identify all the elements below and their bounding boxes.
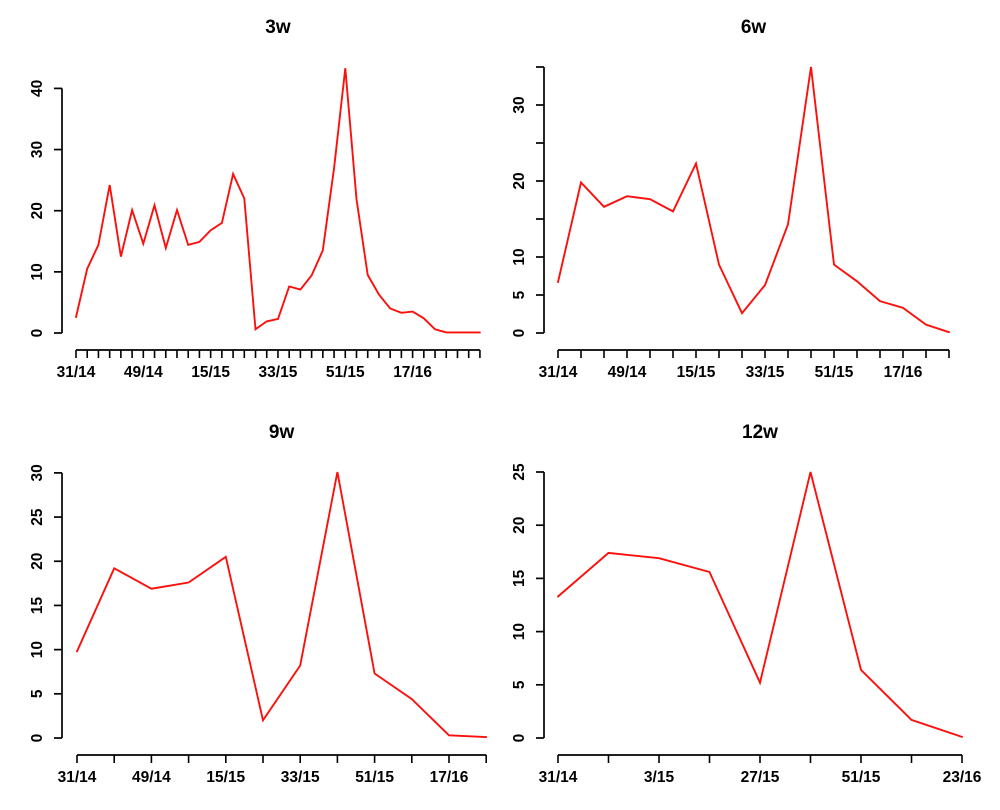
x-tick-label: 15/15	[677, 364, 716, 381]
y-tick-label: 40	[29, 80, 46, 97]
y-tick-label: 25	[511, 463, 528, 481]
x-tick-label: 51/15	[842, 769, 881, 786]
y-tick-label: 25	[29, 508, 46, 526]
x-tick-label: 23/16	[943, 769, 982, 786]
x-tick-label: 31/14	[57, 364, 96, 381]
y-tick-label: 20	[29, 202, 46, 219]
y-tick-label: 5	[511, 290, 528, 299]
chart-title: 12w	[742, 422, 778, 443]
x-tick-label: 3/15	[644, 769, 675, 786]
x-tick-label: 51/15	[355, 769, 394, 786]
chart-12w-canvas: 12w 0 5 10 15 20 25 31/14 3/15 27/15 51/15 23/16	[511, 422, 982, 786]
y-tick-label: 0	[29, 734, 46, 743]
x-tick-label: 49/14	[124, 364, 163, 381]
y-tick-label: 0	[511, 734, 528, 743]
x-tick-label: 33/15	[746, 364, 785, 381]
chart-title: 6w	[741, 17, 767, 38]
x-tick-label: 49/14	[608, 364, 647, 381]
y-tick-label: 30	[29, 141, 46, 158]
y-tick-label: 20	[29, 553, 46, 570]
x-tick-label: 49/14	[132, 769, 171, 786]
y-tick-label: 0	[511, 329, 528, 338]
x-tick-label: 31/14	[539, 364, 578, 381]
x-tick-label: 33/15	[281, 769, 320, 786]
y-tick-label: 5	[511, 680, 528, 689]
x-tick-label: 17/16	[430, 769, 469, 786]
x-tick-label: 51/15	[326, 364, 365, 381]
chart-panel-9w: 9w 0 5 10 15 20 25 30 31/14 49/14 15/15 33/15 51/15 1…	[0, 405, 500, 810]
y-tick-label: 20	[511, 172, 528, 189]
series-line	[557, 471, 963, 738]
y-tick-label: 30	[29, 464, 46, 481]
series-line	[557, 66, 950, 334]
series-line	[75, 68, 481, 334]
x-tick-label: 31/14	[539, 769, 578, 786]
y-tick-label: 15	[511, 569, 528, 587]
y-tick-label: 10	[29, 641, 46, 658]
y-tick-label: 5	[29, 689, 46, 698]
chart-3w-canvas: 3w 0 10 20 30 40 31/14 49/14 15/15 33/15 51/15 17/1…	[29, 17, 481, 381]
series-line	[76, 471, 488, 739]
y-tick-label: 10	[29, 263, 46, 280]
y-tick-label: 10	[511, 623, 528, 640]
chart-title: 3w	[265, 17, 291, 38]
x-tick-label: 51/15	[815, 364, 854, 381]
chart-panel-6w: 6w 0 5 10 20 30 31/14 49/14 15/15 33/15 51/15 17/16	[500, 0, 1000, 405]
x-tick-label: 17/16	[393, 364, 432, 381]
x-tick-label: 17/16	[884, 364, 923, 381]
y-tick-label: 15	[29, 596, 46, 614]
x-tick-label: 15/15	[206, 769, 245, 786]
chart-6w-canvas: 6w 0 5 10 20 30 31/14 49/14 15/15 33/15 51/15 17/16	[511, 17, 950, 381]
chart-panel-3w: 3w 0 10 20 30 40 31/14 49/14 15/15 33/15 51/15 17/1…	[0, 0, 500, 405]
y-tick-label: 30	[511, 96, 528, 113]
x-tick-label: 31/14	[58, 769, 97, 786]
y-tick-label: 0	[29, 329, 46, 338]
x-tick-label: 27/15	[741, 769, 780, 786]
x-tick-label: 33/15	[259, 364, 298, 381]
y-tick-label: 20	[511, 517, 528, 534]
chart-panel-12w: 12w 0 5 10 15 20 25 31/14 3/15 27/15 51/15 23/16	[500, 405, 1000, 810]
x-tick-label: 15/15	[191, 364, 230, 381]
y-tick-label: 10	[511, 248, 528, 265]
chart-9w-canvas: 9w 0 5 10 15 20 25 30 31/14 49/14 15/15 33/15 51/15 1…	[29, 422, 488, 786]
chart-title: 9w	[269, 422, 295, 443]
